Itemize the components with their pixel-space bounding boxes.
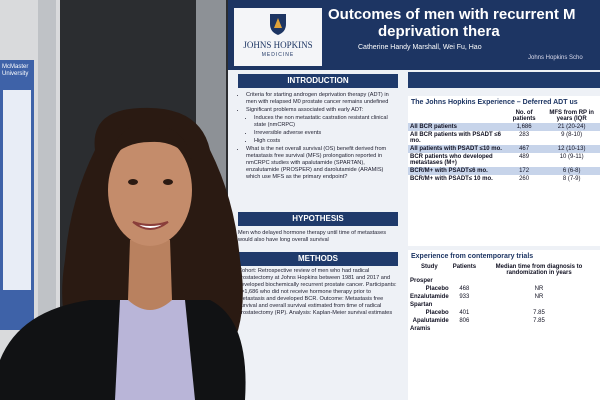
top xyxy=(115,300,195,400)
table-cell: 10 (9-11) xyxy=(559,154,584,160)
title-line: deprivation thera xyxy=(378,23,500,40)
patients: 933 xyxy=(459,294,470,300)
table-row: Spartan xyxy=(408,301,600,309)
table-cell: 1,686 xyxy=(504,123,544,131)
title-line: Outcomes of men with recurrent M xyxy=(328,6,576,23)
table-row: All patients with PSADT ≤10 mo. 467 12 (10… xyxy=(408,145,600,153)
logo-sub: MEDICINE xyxy=(261,52,295,58)
table-cell: 9 (8-10) xyxy=(561,132,583,138)
table-cell: 283 xyxy=(519,132,530,138)
poster: JOHNS HOPKINS MEDICINE Outcomes of men w… xyxy=(228,0,600,400)
section-heading: INTRODUCTION xyxy=(238,74,398,88)
table-cell: 6 (6-8) xyxy=(543,167,600,175)
trials-box: Experience from contemporary trials Stud… xyxy=(408,250,600,400)
hypothesis-text: Men who delayed hormone therapy until ti… xyxy=(238,230,387,243)
table-row: All BCR patients with PSADT ≤6 mo. 283 9 (… xyxy=(408,131,600,145)
table-cell: 8 (7-9) xyxy=(562,176,581,182)
table-cell: All BCR patients with PSADT ≤6 mo. xyxy=(410,132,501,144)
side-poster-body xyxy=(3,90,31,290)
face xyxy=(108,134,192,246)
table-cell: 260 xyxy=(519,176,530,182)
intro-item: Irreversible adverse events xyxy=(254,130,398,137)
patients: 401 xyxy=(459,310,470,316)
intro-body: Criteria for starting androgen deprivati… xyxy=(238,92,398,182)
eye xyxy=(128,179,138,185)
table-cell: BCR/M+ with PSADT≤ 10 mo. xyxy=(410,176,493,182)
arm-name: Enzalutamide xyxy=(410,294,449,300)
table-cell: 172 xyxy=(504,167,544,175)
median: NR xyxy=(534,294,544,300)
intro-item: Induces the non metastatic castration re… xyxy=(254,115,398,129)
study-name: Spartan xyxy=(410,302,433,308)
side-poster: McMaster University xyxy=(0,60,34,330)
median: 7.85 xyxy=(533,318,545,324)
table-header: Study Patients Median time from diagnosis … xyxy=(408,263,600,277)
neck xyxy=(128,240,172,310)
pole xyxy=(38,0,56,400)
table-cell: BCR patients who developed metastases (M… xyxy=(410,154,493,166)
median: NR xyxy=(534,286,544,292)
header-cell: No. of patients xyxy=(512,110,536,122)
table-cell: 21 (20-24) xyxy=(543,123,600,131)
eye xyxy=(163,179,173,185)
table-row: Enzalutamide 933 NR xyxy=(408,293,600,301)
jh-table: No. of patients MFS from RP in years (IQR… xyxy=(408,109,600,183)
study-name: Aramis xyxy=(410,326,431,332)
logo-name: JOHNS HOPKINS xyxy=(243,40,313,50)
authors: Catherine Handy Marshall, Wei Fu, Hao xyxy=(358,44,482,51)
table-row: Placebo 468 NR xyxy=(408,285,600,293)
header-cell: Patients xyxy=(452,264,477,270)
patients: 806 xyxy=(459,318,470,324)
table-row: Placebo 401 7.85 xyxy=(408,309,600,317)
arm-name: Placebo xyxy=(425,286,449,292)
header-cell: Study xyxy=(421,264,438,270)
trials-title: Experience from contemporary trials xyxy=(411,253,534,260)
table-cell: BCR/M+ with PSADT≤6 mo. xyxy=(408,167,505,175)
logo-shield xyxy=(270,14,286,35)
header-cell: MFS from RP in years (IQR xyxy=(549,110,594,122)
patients: 468 xyxy=(459,286,470,292)
arm-name: Placebo xyxy=(425,310,449,316)
header-cell: Median time from diagnosis to randomizat… xyxy=(495,264,583,276)
hairline xyxy=(108,124,192,160)
poster-title: Outcomes of men with recurrent M depriva… xyxy=(328,6,600,40)
smile xyxy=(132,221,169,230)
section-heading: METHODS xyxy=(238,252,398,266)
table-header: No. of patients MFS from RP in years (IQR xyxy=(408,109,600,123)
trials-table: Study Patients Median time from diagnosis … xyxy=(408,263,600,333)
intro-item: What is the net overall survival (OS) be… xyxy=(246,146,398,181)
intro-item: Criteria for starting androgen deprivati… xyxy=(246,92,398,106)
intro-item: Significant problems associated with ear… xyxy=(246,107,398,114)
table-row: All BCR patients 1,686 21 (20-24) xyxy=(408,123,600,131)
logo-box: JOHNS HOPKINS MEDICINE xyxy=(234,8,322,66)
jh-table-box: The Johns Hopkins Experience – Deferred … xyxy=(408,96,600,246)
column-heading-bar xyxy=(408,72,600,88)
jh-table-title: The Johns Hopkins Experience – Deferred … xyxy=(411,99,578,106)
side-poster-title: McMaster University xyxy=(2,64,29,77)
affiliation: Johns Hopkins Scho xyxy=(528,55,583,61)
methods-text: Cohort: Retrospective review of men who … xyxy=(238,268,397,316)
median: 7.85 xyxy=(533,310,545,316)
table-cell: 489 xyxy=(519,154,530,160)
table-row: Aramis xyxy=(408,325,600,333)
table-row: BCR/M+ with PSADT≤ 10 mo. 260 8 (7-9) xyxy=(408,175,600,183)
arm-name: Apalutamide xyxy=(412,318,449,324)
table-row: Prosper xyxy=(408,277,600,285)
table-row: BCR/M+ with PSADT≤6 mo. 172 6 (6-8) xyxy=(408,167,600,175)
table-cell: 467 xyxy=(504,145,544,153)
table-cell: All BCR patients xyxy=(408,123,505,131)
table-cell: All patients with PSADT ≤10 mo. xyxy=(408,145,505,153)
intro-item: High costs xyxy=(254,138,398,145)
table-row: Apalutamide 806 7.85 xyxy=(408,317,600,325)
table-cell: 12 (10-13) xyxy=(543,145,600,153)
table-row: BCR patients who developed metastases (M… xyxy=(408,153,600,167)
study-name: Prosper xyxy=(410,278,433,284)
section-heading: HYPOTHESIS xyxy=(238,212,398,226)
